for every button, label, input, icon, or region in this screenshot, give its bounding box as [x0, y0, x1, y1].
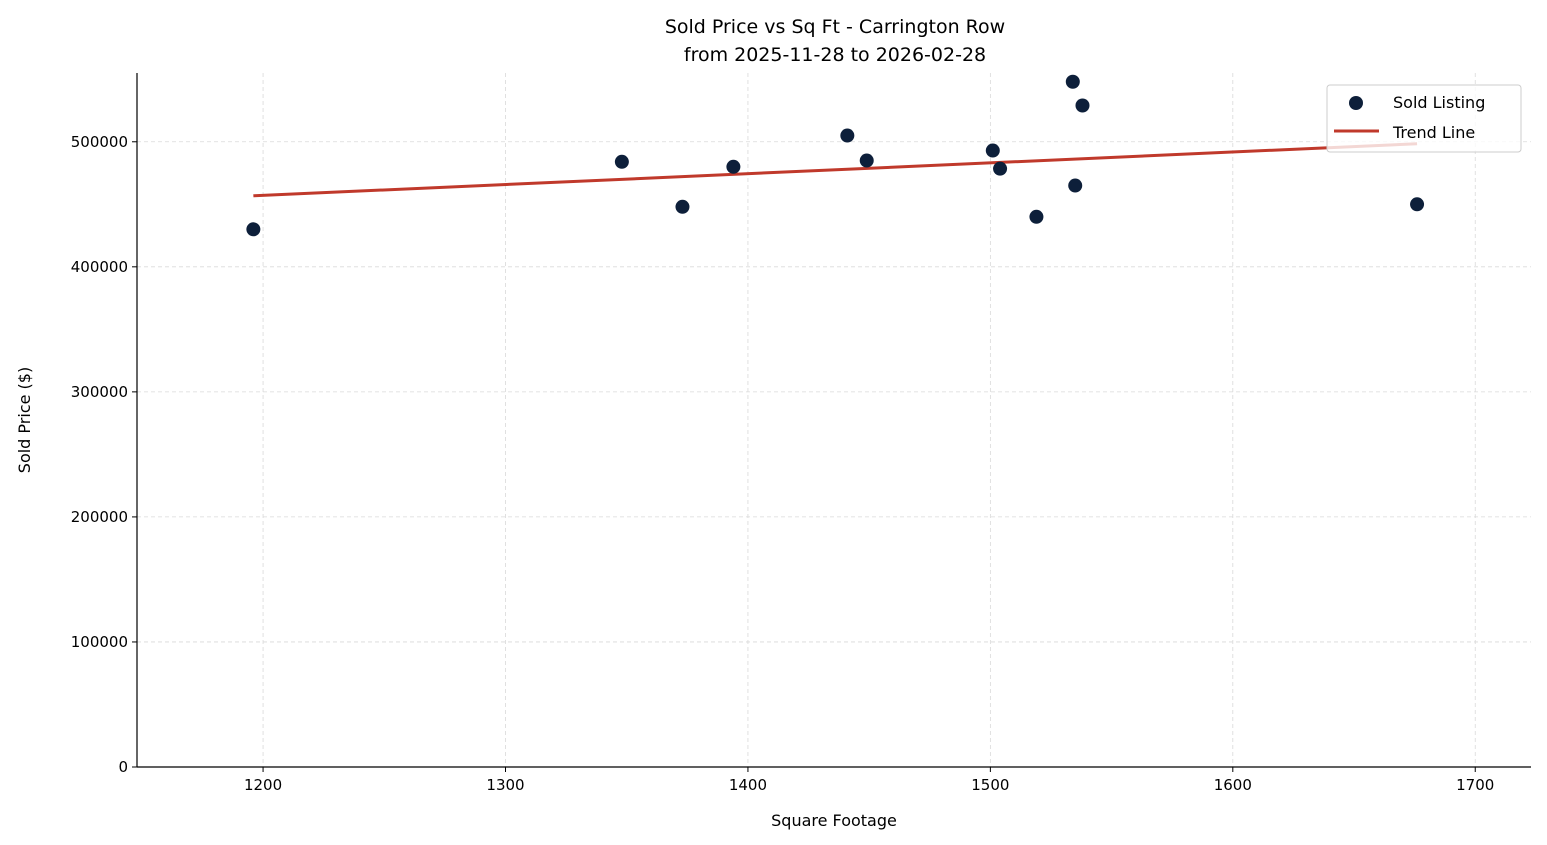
x-axis-label: Square Footage	[771, 811, 897, 830]
legend-label-trend-line: Trend Line	[1392, 123, 1475, 142]
grid	[137, 73, 1531, 768]
data-point	[614, 154, 629, 169]
marks	[246, 74, 1425, 237]
x-tick-label: 1300	[486, 776, 524, 794]
legend-label-sold-listing: Sold Listing	[1393, 93, 1485, 112]
data-point	[1068, 178, 1083, 193]
trend-line	[253, 142, 1418, 198]
legend: Sold Listing Trend Line	[1326, 84, 1522, 153]
chart-title: Sold Price vs Sq Ft - Carrington Row	[665, 16, 1005, 38]
y-tick-label: 500000	[71, 133, 128, 151]
data-point	[675, 199, 690, 214]
y-tick-label: 200000	[71, 508, 128, 526]
x-tick-label: 1700	[1456, 776, 1494, 794]
ticks: 1200 1300 1400 1500 1600 1700 0 100000 200000 300…	[71, 133, 1495, 794]
legend-marker-sold-listing	[1349, 96, 1363, 110]
x-tick-label: 1500	[971, 776, 1009, 794]
data-point	[726, 159, 741, 174]
data-point	[1065, 74, 1080, 89]
y-tick-label: 100000	[71, 633, 128, 651]
y-axis-label: Sold Price ($)	[15, 367, 34, 473]
chart-subtitle: from 2025-11-28 to 2026-02-28	[684, 44, 986, 66]
data-point	[993, 161, 1008, 176]
y-tick-label: 0	[118, 758, 128, 776]
data-point	[840, 128, 855, 143]
legend-box	[1326, 84, 1522, 153]
x-tick-label: 1200	[244, 776, 282, 794]
data-point	[246, 222, 261, 237]
x-tick-label: 1600	[1214, 776, 1252, 794]
data-point	[1410, 197, 1425, 212]
y-tick-label: 300000	[71, 383, 128, 401]
data-point	[859, 153, 874, 168]
data-point	[1075, 98, 1090, 113]
x-tick-label: 1400	[729, 776, 767, 794]
y-tick-label: 400000	[71, 258, 128, 276]
data-point	[985, 143, 1000, 158]
data-point	[1029, 209, 1044, 224]
